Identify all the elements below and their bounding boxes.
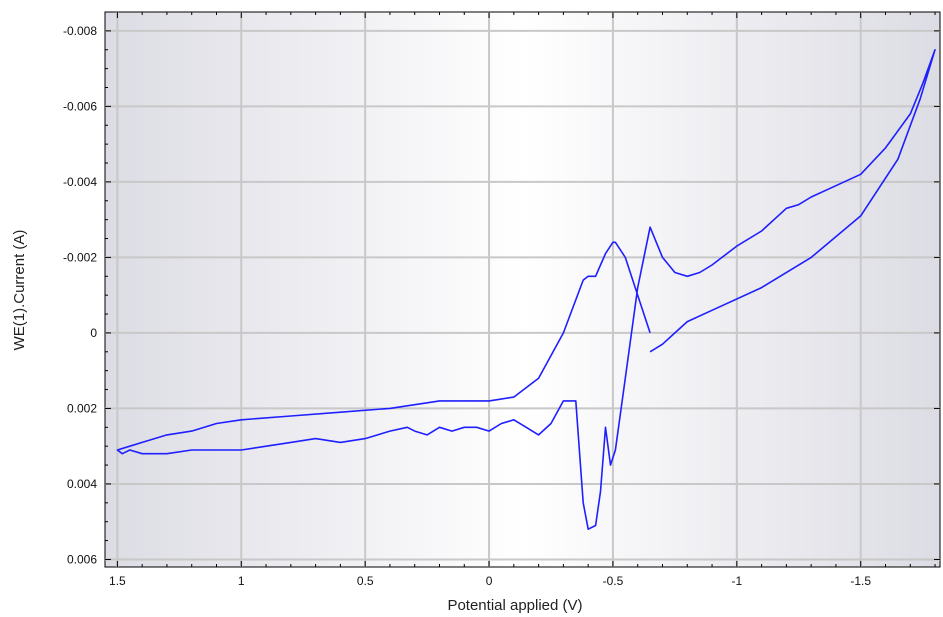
y-tick-labels: -0.008 -0.006 -0.004 -0.002 0 0.002 0.004 0.006	[63, 24, 97, 567]
x-tick-label: 1.5	[109, 574, 126, 588]
x-tick-label: -1	[731, 574, 742, 588]
x-tick-label: -0.5	[603, 574, 624, 588]
x-tick-label: 0.5	[357, 574, 374, 588]
x-tick-label: -1.5	[850, 574, 871, 588]
x-tick-labels: 1.5 1 0.5 0 -0.5 -1 -1.5	[109, 574, 871, 588]
y-tick-label: 0.004	[67, 477, 97, 491]
y-tick-label: -0.004	[63, 175, 97, 189]
grid	[105, 12, 940, 567]
y-tick-label: -0.006	[63, 99, 97, 113]
y-tick-label: -0.008	[63, 24, 97, 38]
y-tick-label: 0.006	[67, 552, 97, 566]
series-line	[116, 48, 936, 531]
plot-area	[104, 11, 941, 568]
series-group	[116, 48, 936, 531]
y-tick-label: 0.002	[67, 401, 97, 415]
y-tick-label: 0	[90, 326, 97, 340]
axis-ticks	[105, 12, 940, 567]
x-axis-title: Potential applied (V)	[447, 597, 582, 614]
x-tick-label: 1	[238, 574, 245, 588]
x-tick-label: 0	[486, 574, 493, 588]
y-axis-title: WE(1).Current (A)	[11, 230, 28, 351]
y-tick-label: -0.002	[63, 250, 97, 264]
